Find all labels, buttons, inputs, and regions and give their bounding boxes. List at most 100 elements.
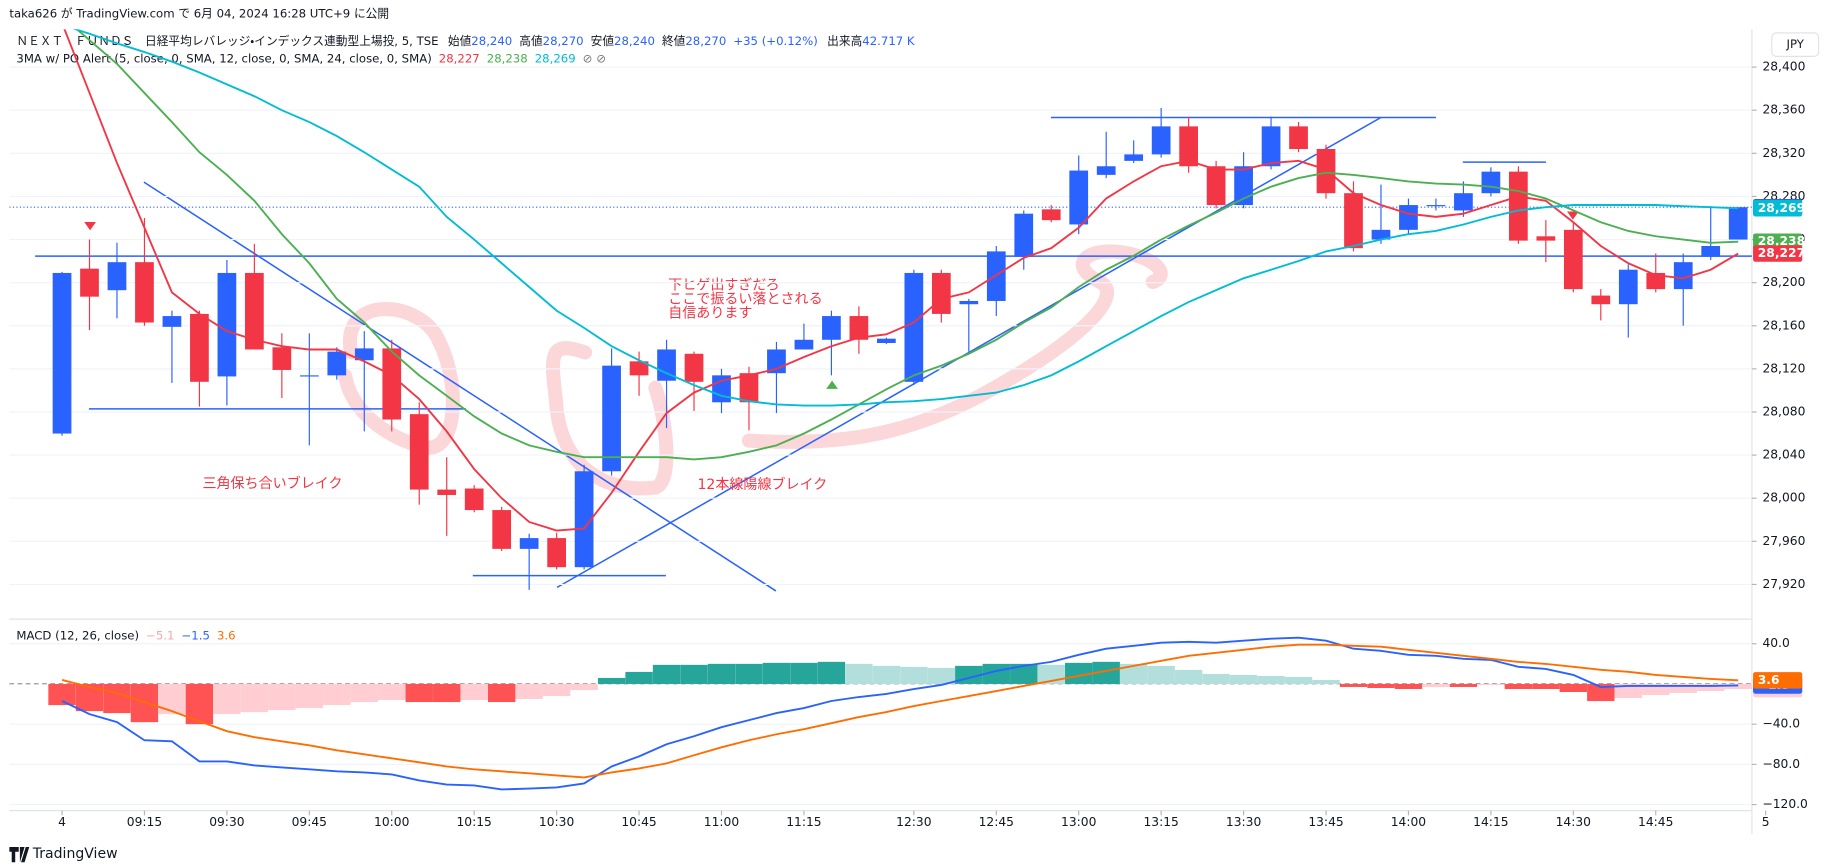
macd-value: −5.1 [146, 628, 174, 642]
high: 28,270 [543, 34, 584, 48]
histogram-bar [323, 683, 351, 706]
histogram-bar [1065, 662, 1093, 684]
volume: 42.717 K [862, 34, 915, 48]
histogram-bar [433, 683, 461, 703]
macd-value: 3.6 [217, 628, 236, 642]
x-tick-label: 5 [1762, 815, 1770, 829]
histogram-bar [158, 683, 186, 715]
candle-body [1646, 272, 1666, 290]
candle-body [1673, 262, 1693, 290]
price-tag [1753, 672, 1803, 689]
x-tick-label: 11:15 [786, 815, 821, 829]
y-tick-label: 28,400 [1762, 60, 1805, 74]
histogram-bar [1339, 683, 1368, 687]
histogram-bar [597, 677, 626, 684]
candle-body [1563, 229, 1583, 290]
candle-body [217, 272, 237, 377]
histogram-bar [542, 683, 571, 697]
symbol-line: ＮＥＸＴ ＦＵＮＤＳ 日経平均レバレッジ・インデックス連動型上場投, 5, TS… [16, 34, 915, 48]
histogram-bar [1174, 669, 1203, 684]
trend-lines [35, 116, 1752, 592]
indicator-icons: ⊘ ⊘ [583, 51, 606, 65]
candle-body [547, 538, 566, 568]
candle-body [1124, 154, 1144, 161]
histogram-bar [240, 683, 269, 713]
candle-body [574, 471, 594, 568]
histogram-bar [707, 663, 736, 684]
histogram-bar [1367, 683, 1395, 688]
candle-body [492, 510, 512, 549]
close: 28,270 [685, 34, 726, 48]
x-tick-label: 13:45 [1308, 815, 1343, 829]
y-tick-label: 40.0 [1762, 636, 1789, 650]
candle-body [959, 300, 979, 305]
candle-body [52, 272, 72, 434]
low: 28,240 [614, 34, 655, 48]
drawings [35, 116, 1752, 592]
candle-body [794, 339, 814, 350]
histogram-bar [845, 663, 873, 684]
histogram-bar [900, 666, 928, 684]
candle-body [602, 365, 621, 472]
x-tick-label: 13:00 [1061, 815, 1096, 829]
histogram-bar [927, 667, 956, 684]
candle-body [1399, 205, 1418, 230]
open: 28,240 [471, 34, 512, 48]
macd-pane [9, 636, 1752, 806]
logo: TradingView [9, 846, 118, 863]
histogram-bar [460, 683, 488, 701]
indicator-value: 28,269 [535, 51, 576, 65]
low-label: 安値 [591, 34, 615, 48]
candle-body [1261, 126, 1281, 167]
x-tick-label: 4 [58, 815, 66, 829]
x-tick-label: 09:45 [292, 815, 327, 829]
histogram-bar [1119, 663, 1148, 684]
histogram-bar [350, 683, 378, 703]
currency[interactable]: JPY [1786, 37, 1805, 51]
histogram-bar [515, 683, 543, 700]
x-tick-label: 14:30 [1556, 815, 1591, 829]
candle-body [1509, 171, 1528, 241]
y-tick-label: 27,920 [1762, 577, 1805, 591]
candle-body [1179, 126, 1198, 167]
candle-body [904, 272, 924, 382]
x-tick-label: 14:15 [1473, 815, 1508, 829]
price-pane [9, 29, 1752, 590]
annotation: 12本線陽線ブレイク [697, 476, 827, 493]
indicator-value: 28,227 [439, 51, 480, 65]
candle-body [354, 348, 374, 361]
histogram-bar [1202, 673, 1230, 684]
candle-body [1728, 207, 1748, 240]
candle-body [519, 538, 539, 549]
histogram-bar [735, 663, 763, 684]
histogram-bar [1477, 683, 1505, 685]
candle-body [1096, 166, 1116, 175]
price-tag [1753, 245, 1803, 262]
x-tick-label: 10:45 [621, 815, 656, 829]
histogram-bar [268, 683, 296, 711]
annotation: 三角保ち合いブレイク [202, 475, 342, 492]
x-tick-label: 10:15 [457, 815, 492, 829]
currency-button[interactable] [1771, 32, 1820, 57]
histogram-bar [1669, 683, 1697, 694]
y-tick-label: 28,200 [1762, 275, 1805, 289]
x-tick-label: 13:15 [1143, 815, 1178, 829]
histogram-bar [1614, 683, 1642, 699]
candle-body [135, 262, 154, 323]
histogram-bar [1010, 663, 1038, 684]
candle-body [382, 348, 402, 420]
candle-body [1069, 170, 1089, 225]
x-tick-label: 10:00 [374, 815, 409, 829]
candle-body [657, 349, 676, 381]
y-tick-label: 28,160 [1762, 318, 1805, 332]
candle-body [327, 351, 347, 376]
histogram-bar [570, 683, 598, 690]
y-tick-label: 27,960 [1762, 534, 1805, 548]
candle-body [1234, 166, 1253, 206]
candle-body [1289, 126, 1308, 150]
histogram-bar [1642, 683, 1670, 696]
histogram-bar [1422, 683, 1450, 687]
candle-body [1481, 171, 1501, 194]
indicator-value: 28,238 [487, 51, 528, 65]
